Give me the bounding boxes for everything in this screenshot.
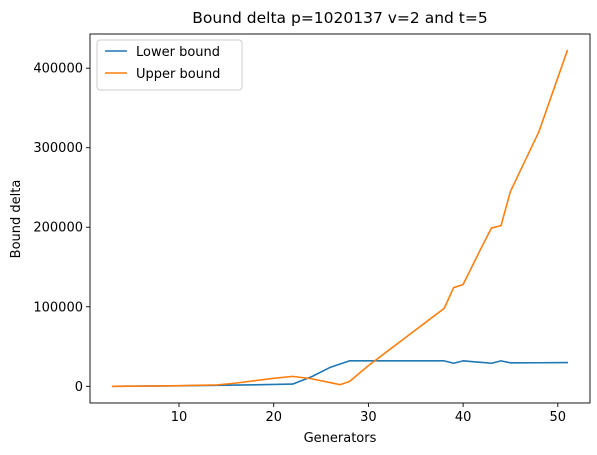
plot-area: 10 20 30 40 50 0 100000 200000 300000 400000 <box>33 33 591 425</box>
legend-label-lower-bound: Lower bound <box>136 45 220 60</box>
legend: Lower bound Upper bound <box>96 39 243 91</box>
y-tick-label-200000: 200000 <box>33 221 83 236</box>
x-tick-label-40: 40 <box>455 410 472 425</box>
x-axis-label: Generators <box>304 431 377 446</box>
x-tick-label-50: 50 <box>550 410 567 425</box>
legend-box <box>96 39 243 91</box>
y-tick-label-300000: 300000 <box>33 141 83 156</box>
y-tick-label-0: 0 <box>75 380 83 395</box>
x-tick-label-30: 30 <box>360 410 377 425</box>
y-axis-label: Bound delta <box>9 180 24 259</box>
legend-label-upper-bound: Upper bound <box>136 67 220 82</box>
x-tick-label-10: 10 <box>171 410 188 425</box>
x-tick-label-20: 20 <box>265 410 282 425</box>
y-tick-label-100000: 100000 <box>33 300 83 315</box>
y-tick-label-400000: 400000 <box>33 62 83 77</box>
chart-title: Bound delta p=1020137 v=2 and t=5 <box>192 9 487 27</box>
axes-frame <box>89 33 591 404</box>
